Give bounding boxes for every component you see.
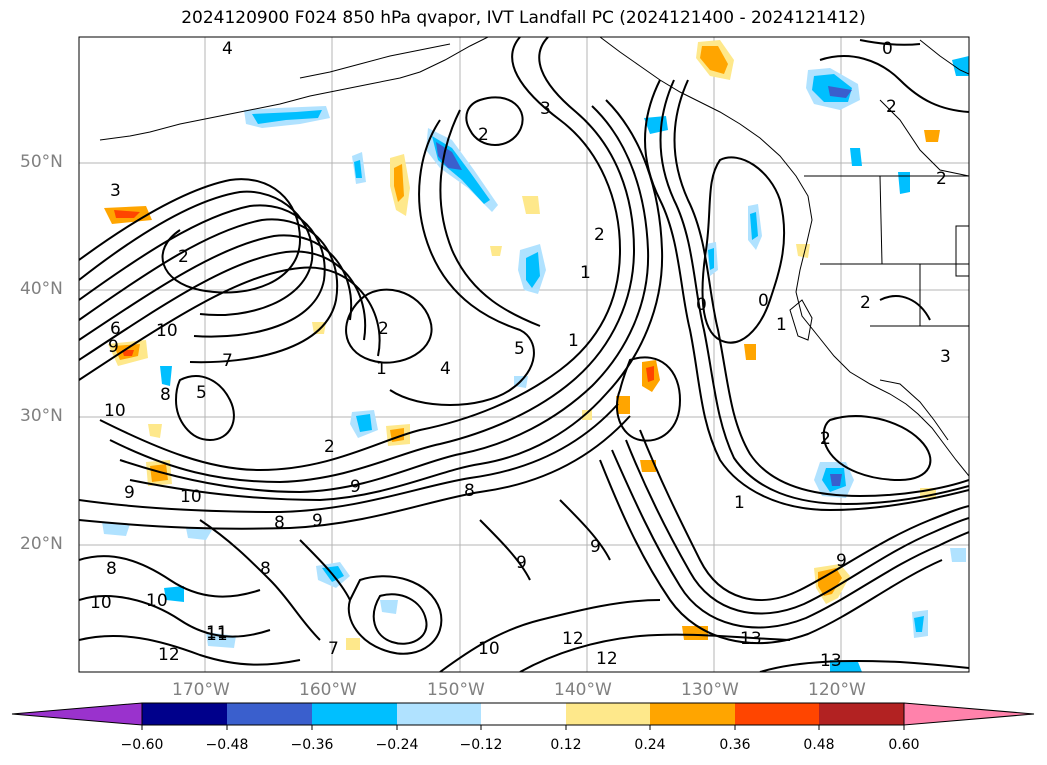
colorbar-extend-high [903, 702, 1035, 726]
contour-label: 8 [260, 559, 271, 579]
colorbar-tick-label: −0.24 [375, 737, 419, 753]
lon-label: 150°W [427, 680, 485, 700]
lat-label: 40°N [20, 279, 63, 299]
contour-label: 9 [312, 511, 323, 531]
lat-label: 20°N [20, 534, 63, 554]
contour-label: 12 [158, 645, 180, 665]
contour-label: 12 [562, 629, 584, 649]
colorbar-tick-label: 0.48 [803, 737, 835, 753]
contour-label: 10 [180, 487, 202, 507]
contour-label: 9 [350, 477, 361, 497]
contour-label: 10 [90, 593, 112, 613]
colorbar-tick-label: −0.48 [205, 737, 249, 753]
contour-label: 8 [274, 513, 285, 533]
colorbar-segment [481, 703, 566, 725]
colorbar-segment [227, 703, 312, 725]
lon-label: 160°W [299, 680, 357, 700]
colorbar-segment [819, 703, 904, 725]
contour-label: 2 [594, 225, 605, 245]
colorbar [11, 702, 1035, 730]
contour-label: 12 [596, 649, 618, 669]
colorbar-tick-label: −0.36 [290, 737, 334, 753]
colorbar-segment [735, 703, 819, 725]
contour-label: 2 [178, 247, 189, 267]
lon-label: 170°W [172, 680, 230, 700]
colorbar-tick-label: 0.60 [888, 737, 920, 753]
contour-label: 2 [378, 319, 389, 339]
contour-label: 8 [160, 385, 171, 405]
plot-title: 2024120900 F024 850 hPa qvapor, IVT Land… [181, 8, 866, 28]
colorbar-tick-label: 0.24 [634, 737, 666, 753]
contour-label: 8 [464, 481, 475, 501]
contour-label: 13 [740, 629, 762, 649]
contour-label: 2 [886, 97, 897, 117]
contour-label: 9 [108, 337, 119, 357]
contour-label: 2 [860, 293, 871, 313]
contour-label: 2 [820, 429, 831, 449]
lat-label: 50°N [20, 152, 63, 172]
map-background [79, 37, 969, 672]
colorbar-extend-low [11, 702, 143, 726]
colorbar-tick-label: 0.12 [550, 737, 582, 753]
colorbar-tick-label: −0.60 [120, 737, 164, 753]
lon-label: 130°W [681, 680, 739, 700]
contour-label: 1 [734, 493, 745, 513]
contour-label: 0 [696, 295, 707, 315]
contour-lines [79, 37, 969, 672]
contour-label: 10 [146, 591, 168, 611]
contour-label: 7 [328, 639, 339, 659]
contour-label: 2 [324, 437, 335, 457]
colorbar-segment [397, 703, 481, 725]
contour-label: 4 [440, 359, 451, 379]
contour-label: 3 [540, 99, 551, 119]
contour-label: 1 [568, 331, 579, 351]
contour-label: 10 [156, 321, 178, 341]
map-frame [78, 36, 970, 673]
contour-label: 4 [222, 39, 233, 59]
contour-label: 3 [110, 181, 121, 201]
contour-label: 2 [936, 169, 947, 189]
colorbar-segment [142, 703, 227, 725]
colorbar-tick-label: 0.36 [719, 737, 751, 753]
contour-label: 8 [106, 559, 117, 579]
contour-label: 9 [124, 483, 135, 503]
contour-label: 1 [376, 359, 387, 379]
contour-label: 3 [940, 347, 951, 367]
gridlines [79, 37, 969, 672]
contour-label: 9 [836, 551, 847, 571]
colorbar-tick-label: −0.12 [459, 737, 503, 753]
contour-label: 11 [206, 625, 228, 645]
colorbar-segment [566, 703, 650, 725]
lon-label: 120°W [808, 680, 866, 700]
colorbar-segment [650, 703, 735, 725]
lat-label: 30°N [20, 406, 63, 426]
contour-label: 5 [196, 383, 207, 403]
contour-label: 10 [478, 639, 500, 659]
contour-label: 10 [104, 401, 126, 421]
contour-labels: 4 2 3 2 2 3 6 10 9 8 7 10 5 2 1 4 5 2 1 … [90, 39, 951, 671]
contour-label: 13 [820, 651, 842, 671]
lon-label: 140°W [554, 680, 612, 700]
contour-label: 0 [758, 291, 769, 311]
borders [804, 175, 969, 327]
contour-label: 11 [206, 623, 228, 643]
contour-label: 9 [590, 537, 601, 557]
contour-label: 2 [478, 125, 489, 145]
contour-label: 5 [514, 339, 525, 359]
contour-label: 9 [516, 553, 527, 573]
coastlines [99, 37, 969, 477]
contour-label: 7 [222, 351, 233, 371]
contour-label: 1 [776, 315, 787, 335]
contour-label: 2 [820, 429, 831, 449]
contour-label: 1 [580, 263, 591, 283]
contour-label: 0 [882, 39, 893, 59]
contour-label: 6 [110, 319, 121, 339]
colorbar-segment [312, 703, 397, 725]
